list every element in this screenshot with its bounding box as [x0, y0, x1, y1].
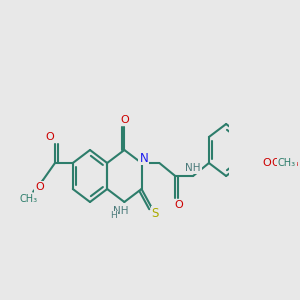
Text: O: O	[120, 115, 129, 124]
Text: O: O	[175, 200, 183, 210]
Text: N: N	[140, 152, 148, 164]
Text: OCH₃: OCH₃	[272, 158, 299, 168]
Text: H: H	[110, 212, 117, 220]
Text: CH₃: CH₃	[278, 158, 296, 168]
Text: NH: NH	[113, 206, 128, 216]
Text: S: S	[152, 207, 159, 220]
Text: CH₃: CH₃	[20, 194, 38, 204]
Text: O: O	[45, 131, 54, 142]
Text: O: O	[35, 182, 44, 192]
Text: NH: NH	[185, 163, 201, 173]
Text: O: O	[263, 158, 272, 168]
